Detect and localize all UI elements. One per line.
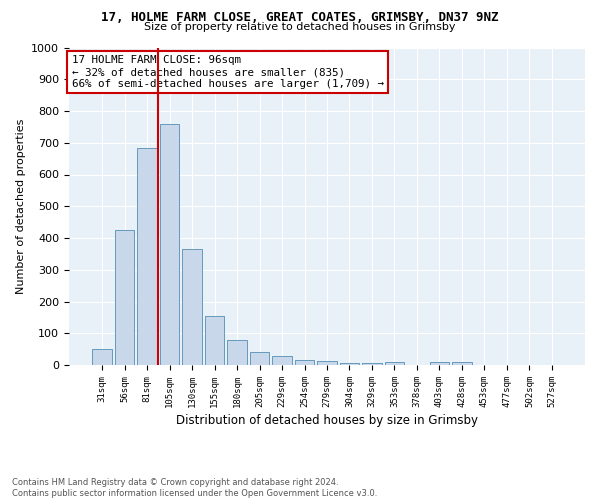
- Bar: [92, 349, 112, 365]
- Bar: [205, 316, 224, 365]
- Bar: [452, 362, 472, 365]
- Bar: [160, 124, 179, 365]
- Bar: [430, 362, 449, 365]
- Bar: [295, 360, 314, 365]
- Bar: [362, 364, 382, 365]
- Text: 17 HOLME FARM CLOSE: 96sqm
← 32% of detached houses are smaller (835)
66% of sem: 17 HOLME FARM CLOSE: 96sqm ← 32% of deta…: [71, 56, 383, 88]
- Text: Size of property relative to detached houses in Grimsby: Size of property relative to detached ho…: [144, 22, 456, 32]
- Bar: [115, 230, 134, 365]
- Bar: [385, 362, 404, 365]
- Bar: [340, 364, 359, 365]
- X-axis label: Distribution of detached houses by size in Grimsby: Distribution of detached houses by size …: [176, 414, 478, 427]
- Y-axis label: Number of detached properties: Number of detached properties: [16, 118, 26, 294]
- Text: 17, HOLME FARM CLOSE, GREAT COATES, GRIMSBY, DN37 9NZ: 17, HOLME FARM CLOSE, GREAT COATES, GRIM…: [101, 11, 499, 24]
- Bar: [272, 356, 292, 365]
- Bar: [317, 360, 337, 365]
- Text: Contains HM Land Registry data © Crown copyright and database right 2024.
Contai: Contains HM Land Registry data © Crown c…: [12, 478, 377, 498]
- Bar: [137, 148, 157, 365]
- Bar: [227, 340, 247, 365]
- Bar: [250, 352, 269, 365]
- Bar: [182, 249, 202, 365]
